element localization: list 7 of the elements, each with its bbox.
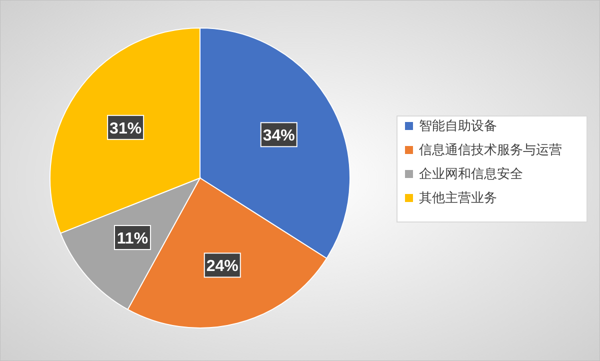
legend-label: 企业网和信息安全 bbox=[419, 166, 523, 182]
data-label: 24% bbox=[206, 258, 238, 276]
data-label: 34% bbox=[262, 128, 295, 145]
data-label: 11% bbox=[116, 230, 148, 248]
data-label: 31% bbox=[110, 120, 142, 138]
legend-label: 其他主营业务 bbox=[419, 190, 497, 206]
slice-label: 智能自助设备 bbox=[419, 119, 497, 134]
